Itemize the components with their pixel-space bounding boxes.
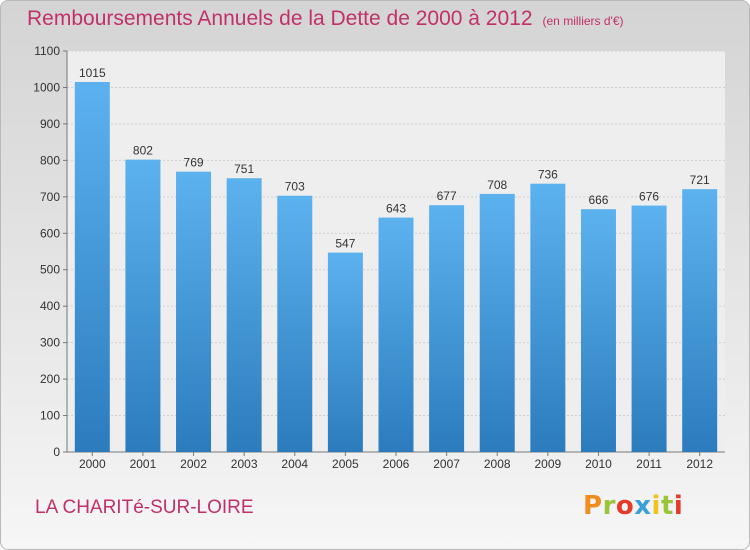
bar <box>631 205 667 452</box>
bar <box>479 193 515 452</box>
chart-title-text: Remboursements Annuels de la Dette de 20… <box>27 7 533 30</box>
logo-letter: x <box>634 491 652 521</box>
bar-value-label: 721 <box>690 173 710 187</box>
x-tick-label: 2003 <box>231 457 258 471</box>
bar-value-label: 666 <box>588 193 608 207</box>
x-tick-label: 2011 <box>636 457 662 471</box>
logo-letter: i <box>651 491 661 521</box>
logo-letter: o <box>615 491 635 521</box>
bar-value-label: 736 <box>538 168 558 182</box>
bar-value-label: 703 <box>285 180 305 194</box>
x-tick-label: 2006 <box>383 457 410 471</box>
y-tick-label: 100 <box>40 409 60 423</box>
bar-value-label: 708 <box>487 178 507 192</box>
bar-chart: 0 100 200 300 400 500 600 700 800 900 1000 1100 1015… <box>33 44 725 471</box>
bar <box>277 195 313 452</box>
x-tick-label: 2000 <box>79 457 106 471</box>
bar <box>74 81 110 453</box>
bar-value-label: 677 <box>437 189 457 203</box>
x-tick-label: 2005 <box>332 457 359 471</box>
y-tick-label: 300 <box>40 336 60 350</box>
bar <box>429 205 465 452</box>
bar <box>580 209 616 452</box>
y-tick-label: 700 <box>40 190 60 204</box>
logo-letter: P <box>583 491 603 521</box>
y-tick-label: 900 <box>40 117 60 131</box>
x-tick-label: 2009 <box>534 457 561 471</box>
x-tick-label: 2002 <box>180 457 207 471</box>
x-tick-label: 2010 <box>585 457 612 471</box>
y-tick-label: 1100 <box>34 44 60 58</box>
y-tick-label: 600 <box>40 226 60 240</box>
bar-value-label: 751 <box>234 162 254 176</box>
bar-value-label: 547 <box>335 237 355 251</box>
bar-value-label: 1015 <box>79 66 106 80</box>
y-tick-label: 400 <box>40 299 60 313</box>
bar <box>327 252 363 452</box>
y-tick-label: 200 <box>40 372 60 386</box>
x-tick-label: 2012 <box>686 457 713 471</box>
bar <box>378 217 414 452</box>
x-tick-label: 2001 <box>130 457 157 471</box>
bar-value-label: 769 <box>184 156 204 170</box>
bar-value-label: 802 <box>133 144 153 158</box>
chart-subtitle: (en milliers d'€) <box>542 14 624 28</box>
x-tick-label: 2008 <box>484 457 511 471</box>
chart-title: Remboursements Annuels de la Dette de 20… <box>27 7 624 31</box>
logo-letter: t <box>660 491 674 521</box>
logo-letter: i <box>673 491 684 521</box>
bar <box>176 171 212 452</box>
y-tick-label: 800 <box>40 153 60 167</box>
x-tick-label: 2007 <box>433 457 460 471</box>
bar <box>682 189 718 452</box>
y-tick-label: 1000 <box>33 80 60 94</box>
bar <box>125 159 161 452</box>
y-tick-label: 0 <box>53 445 60 459</box>
proxiti-logo: Proxiti <box>583 491 683 521</box>
bar <box>226 178 262 452</box>
x-tick-label: 2004 <box>281 457 308 471</box>
y-tick-label: 500 <box>40 263 60 277</box>
bar-value-label: 643 <box>386 202 406 216</box>
city-name: LA CHARITé-SUR-LOIRE <box>35 497 254 518</box>
bar-value-label: 676 <box>639 190 659 204</box>
logo-letter: r <box>602 491 616 521</box>
bar <box>530 183 566 452</box>
